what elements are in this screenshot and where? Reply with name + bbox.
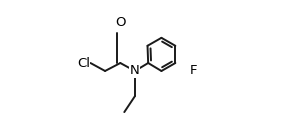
Text: N: N <box>130 64 140 77</box>
Text: Cl: Cl <box>77 57 90 70</box>
Text: F: F <box>190 64 197 77</box>
Text: O: O <box>115 16 126 29</box>
